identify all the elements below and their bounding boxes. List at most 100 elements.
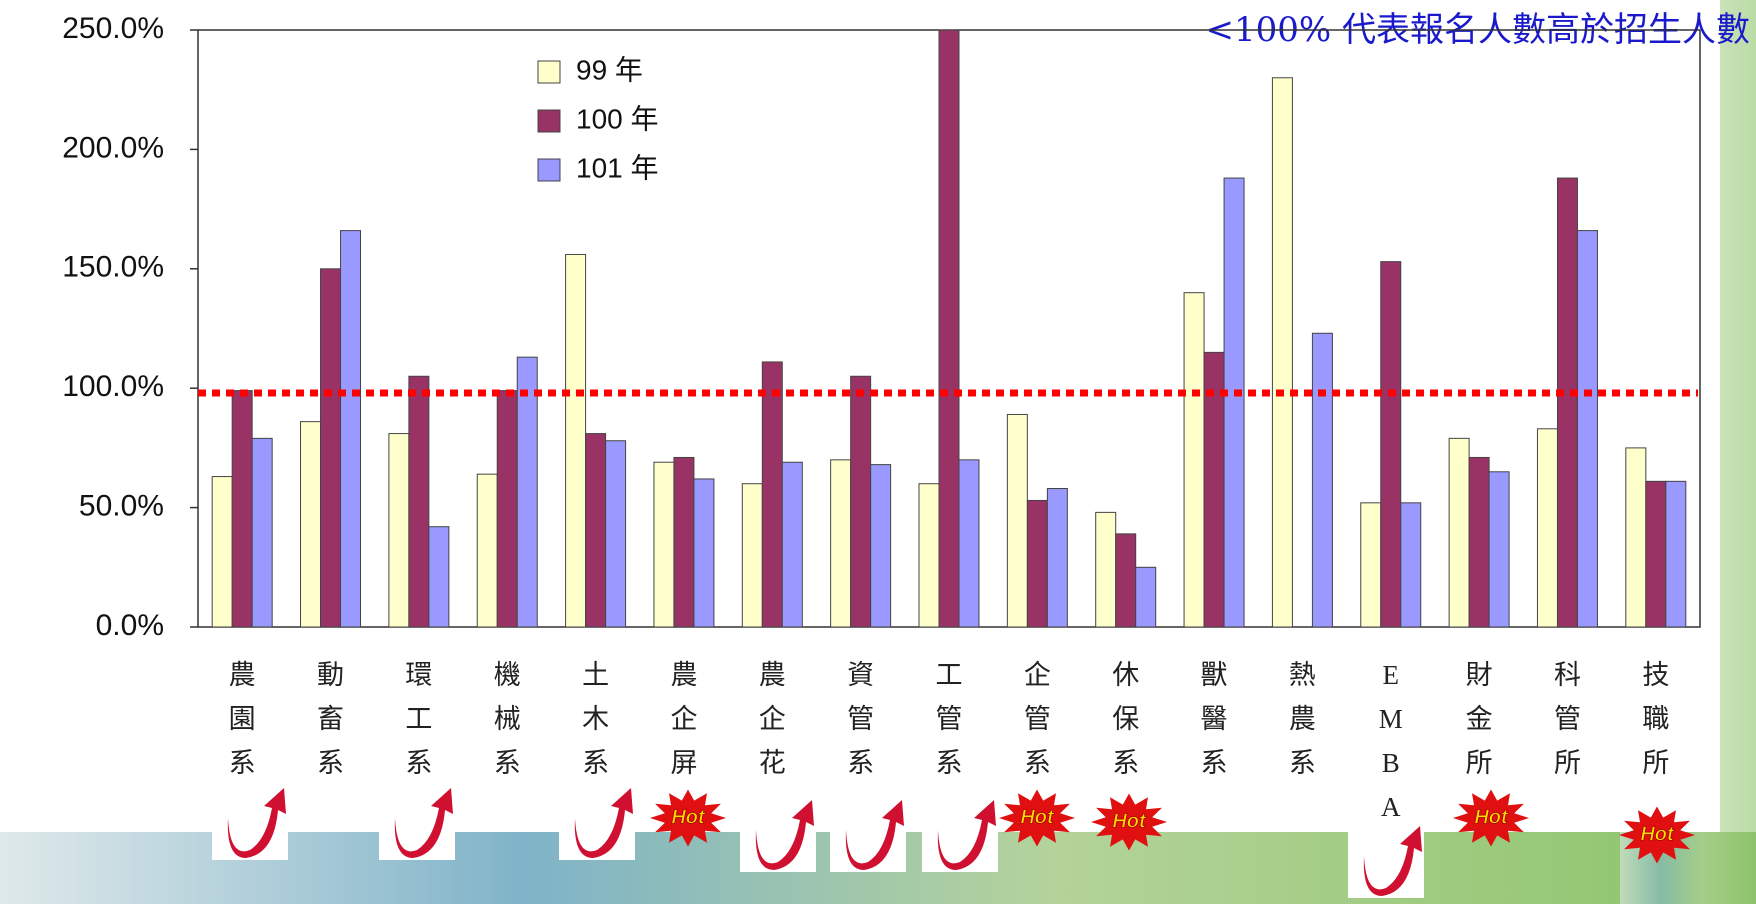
x-tick-label: 機械系	[494, 660, 521, 778]
x-tick-char: 管	[936, 704, 963, 734]
bar	[428, 526, 450, 628]
legend-label: 100 年	[576, 103, 659, 134]
bar	[565, 253, 587, 628]
x-tick-char: 系	[229, 748, 256, 778]
x-tick-char: 獸	[1201, 660, 1228, 690]
bar	[1311, 332, 1333, 628]
bar	[1645, 480, 1667, 628]
bar	[1135, 566, 1157, 628]
bar	[741, 483, 763, 628]
bar	[300, 421, 322, 628]
x-tick-label: 技職所	[1642, 660, 1669, 778]
bar	[1026, 499, 1048, 628]
x-tick-char: 畜	[317, 704, 344, 734]
bar	[1576, 230, 1598, 628]
legend-swatch	[537, 158, 561, 182]
x-tick-char: 動	[317, 660, 344, 690]
x-tick-label: 農企花	[759, 660, 786, 778]
bar	[1046, 487, 1068, 628]
x-tick-char: 工	[405, 704, 432, 734]
x-tick-char: B	[1382, 748, 1400, 778]
x-tick-char: 系	[1112, 748, 1139, 778]
bar	[1223, 177, 1245, 628]
bar	[1183, 292, 1205, 628]
hot-badge	[1453, 789, 1529, 847]
x-tick-char: 保	[1112, 704, 1139, 734]
bar	[653, 461, 675, 628]
bar	[761, 361, 783, 628]
x-tick-label: 熱農系	[1289, 660, 1316, 778]
bar	[211, 476, 233, 628]
bar	[408, 375, 430, 628]
bar	[673, 456, 695, 628]
x-tick-char: 農	[229, 660, 256, 690]
y-tick-label: 50.0%	[79, 490, 164, 523]
x-tick-label: 動畜系	[317, 660, 344, 778]
x-tick-char: 農	[759, 660, 786, 690]
hot-badge	[650, 789, 726, 847]
x-tick-char: E	[1383, 660, 1400, 690]
y-tick-label: 200.0%	[62, 131, 164, 164]
bar	[1665, 480, 1687, 628]
bar	[320, 268, 342, 628]
bar	[516, 356, 538, 628]
x-tick-char: 企	[759, 704, 786, 734]
x-tick-char: 環	[405, 660, 432, 690]
bar	[938, 29, 960, 628]
bar	[1006, 413, 1028, 628]
x-tick-label: 土木系	[582, 660, 609, 778]
x-tick-char: 機	[494, 660, 521, 690]
x-tick-label: 環工系	[405, 660, 432, 778]
bar	[1448, 437, 1470, 628]
trend-arrow	[394, 788, 453, 858]
trend-arrow	[1363, 826, 1422, 896]
x-tick-char: 技	[1642, 660, 1669, 690]
x-tick-char: 工	[936, 660, 963, 690]
bar	[1115, 533, 1137, 628]
y-tick-label: 150.0%	[62, 251, 164, 284]
bar	[388, 433, 410, 628]
bar	[476, 473, 498, 628]
bar	[918, 483, 940, 628]
x-tick-char: 園	[229, 704, 256, 734]
x-tick-char: 農	[670, 660, 697, 690]
x-tick-char: 財	[1466, 660, 1493, 690]
x-tick-char: 資	[847, 660, 874, 690]
x-tick-label: 工管系	[936, 660, 963, 778]
x-tick-char: 系	[1201, 748, 1228, 778]
x-tick-char: 系	[582, 748, 609, 778]
hot-badge-label: Hot	[1020, 806, 1055, 828]
x-tick-label: 農園系	[229, 660, 256, 778]
bar	[1536, 428, 1558, 628]
x-tick-char: 農	[1289, 704, 1316, 734]
hot-badge-label: Hot	[1112, 810, 1147, 832]
bar	[340, 230, 362, 628]
hot-badge	[999, 789, 1075, 847]
trend-arrow	[755, 800, 814, 870]
x-tick-char: 企	[670, 704, 697, 734]
x-tick-char: 系	[1289, 748, 1316, 778]
x-tick-char: 科	[1554, 660, 1581, 690]
bar	[1360, 502, 1382, 628]
bar	[496, 390, 518, 628]
bar	[585, 433, 607, 628]
x-tick-label: 財金所	[1466, 660, 1493, 778]
x-tick-char: 系	[847, 748, 874, 778]
x-tick-char: 醫	[1201, 704, 1228, 734]
bar	[870, 464, 892, 628]
legend-label: 99 年	[576, 54, 643, 85]
x-tick-label: 農企屏	[670, 660, 697, 778]
x-tick-char: 休	[1112, 660, 1139, 690]
x-tick-char: 系	[494, 748, 521, 778]
x-tick-char: 屏	[670, 748, 697, 778]
x-tick-char: 管	[1554, 704, 1581, 734]
trend-arrow	[574, 788, 633, 858]
x-tick-char: 所	[1554, 748, 1581, 778]
bar	[1271, 77, 1293, 628]
legend-swatch	[537, 60, 561, 84]
bar	[850, 375, 872, 628]
legend-label: 101 年	[576, 152, 659, 183]
hot-badge-label: Hot	[1474, 806, 1509, 828]
